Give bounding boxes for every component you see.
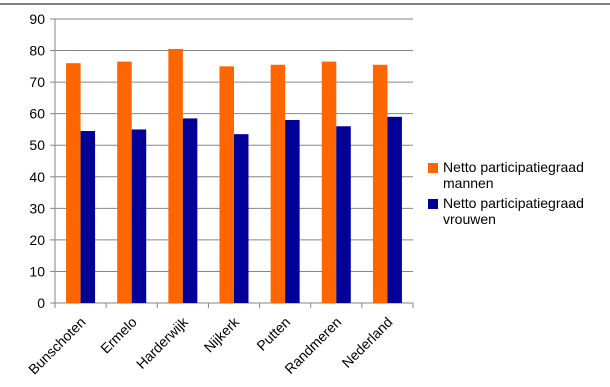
legend-label: Netto participatiegraad vrouwen	[443, 195, 584, 227]
y-tick-label: 0	[37, 295, 45, 311]
y-tick-label: 20	[29, 232, 45, 248]
y-tick-label: 60	[29, 106, 45, 122]
legend-label-line: Netto participatiegraad	[443, 195, 584, 211]
y-tick-label: 50	[29, 137, 45, 153]
y-tick-labels: 0 10 20 30 40 50 60 70 80 90	[29, 11, 45, 311]
bar-mannen	[321, 61, 337, 303]
bars	[66, 48, 402, 304]
bar-mannen	[372, 64, 388, 303]
y-tick-label: 80	[29, 43, 45, 59]
bar-vrouwen	[182, 118, 198, 304]
x-tick-label: Nijkerk	[201, 313, 243, 355]
bar-mannen	[219, 66, 234, 303]
y-tick-label: 90	[29, 11, 45, 27]
x-tick-label: Bunschoten	[25, 314, 89, 378]
x-tick-label: Putten	[253, 314, 293, 354]
legend-label-line: vrouwen	[443, 211, 496, 227]
y-tick-label: 30	[29, 200, 45, 216]
x-tick-label: Harderwijk	[133, 313, 192, 372]
legend-label: Netto participatiegraad mannen	[443, 159, 584, 191]
bar-mannen	[117, 61, 132, 303]
bar-mannen	[66, 63, 81, 303]
bar-mannen	[270, 64, 286, 303]
bar-vrouwen	[336, 126, 351, 304]
bar-vrouwen	[80, 131, 96, 303]
bar-vrouwen	[131, 129, 147, 303]
legend-swatch	[428, 199, 438, 209]
bar-vrouwen	[234, 134, 249, 303]
bar-vrouwen	[387, 116, 402, 303]
y-tick-label: 40	[29, 169, 45, 185]
bar-mannen	[168, 48, 183, 303]
y-tick-label: 70	[29, 74, 45, 90]
x-tick-label: Ermelo	[97, 314, 140, 357]
legend-label-line: Netto participatiegraad	[443, 159, 584, 175]
legend-swatch	[428, 163, 438, 173]
x-tick-label: Nederland	[339, 314, 396, 371]
bar-vrouwen	[285, 119, 300, 303]
legend-label-line: mannen	[443, 175, 494, 191]
y-tick-label: 10	[29, 263, 45, 279]
